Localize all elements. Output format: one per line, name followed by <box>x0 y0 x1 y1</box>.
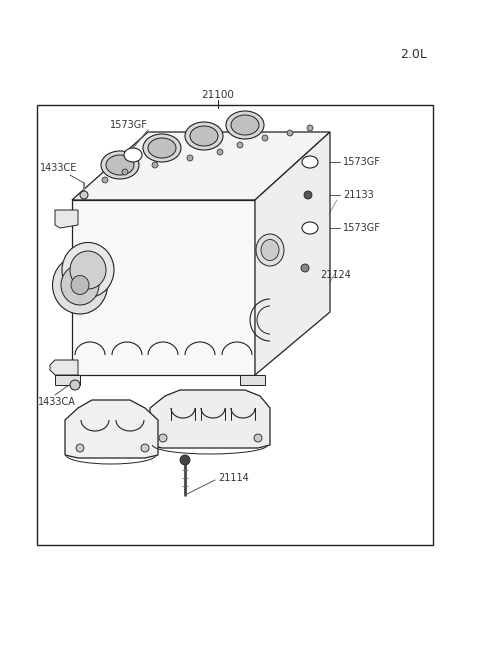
Text: 21114: 21114 <box>218 473 249 483</box>
Text: 21100: 21100 <box>202 90 234 100</box>
Polygon shape <box>72 132 330 200</box>
Ellipse shape <box>302 222 318 234</box>
Circle shape <box>159 434 167 442</box>
Circle shape <box>287 130 293 136</box>
Ellipse shape <box>261 240 279 261</box>
Circle shape <box>254 434 262 442</box>
Polygon shape <box>150 390 270 448</box>
Polygon shape <box>55 375 80 385</box>
Ellipse shape <box>302 156 318 168</box>
Text: 21124: 21124 <box>320 270 351 280</box>
Polygon shape <box>55 210 78 228</box>
Text: 2.0L: 2.0L <box>400 48 427 62</box>
Circle shape <box>237 142 243 148</box>
Circle shape <box>102 177 108 183</box>
Polygon shape <box>50 360 78 375</box>
Ellipse shape <box>61 265 99 305</box>
Ellipse shape <box>70 251 106 289</box>
Circle shape <box>217 149 223 155</box>
Circle shape <box>307 125 313 131</box>
Ellipse shape <box>62 242 114 297</box>
Circle shape <box>76 444 84 452</box>
Ellipse shape <box>106 155 134 175</box>
Text: 1573GF: 1573GF <box>343 157 381 167</box>
Text: 1573GF: 1573GF <box>110 120 148 130</box>
Circle shape <box>141 444 149 452</box>
Circle shape <box>304 191 312 199</box>
Polygon shape <box>255 132 330 375</box>
Ellipse shape <box>226 111 264 139</box>
Circle shape <box>187 155 193 161</box>
Ellipse shape <box>143 134 181 162</box>
Ellipse shape <box>71 276 89 295</box>
Ellipse shape <box>231 115 259 135</box>
Ellipse shape <box>190 126 218 146</box>
Text: 1573GF: 1573GF <box>343 223 381 233</box>
Polygon shape <box>65 400 158 458</box>
Circle shape <box>180 455 190 465</box>
Circle shape <box>80 191 88 199</box>
Text: 21133: 21133 <box>343 190 374 200</box>
Polygon shape <box>240 375 265 385</box>
Ellipse shape <box>101 151 139 179</box>
Circle shape <box>70 380 80 390</box>
Polygon shape <box>72 200 255 375</box>
Circle shape <box>152 162 158 168</box>
Ellipse shape <box>124 148 142 162</box>
Text: 1433CA: 1433CA <box>38 397 76 407</box>
Ellipse shape <box>148 138 176 158</box>
Ellipse shape <box>52 256 108 314</box>
Ellipse shape <box>185 122 223 150</box>
Ellipse shape <box>256 234 284 266</box>
Circle shape <box>122 169 128 175</box>
Bar <box>37 105 433 545</box>
Circle shape <box>301 264 309 272</box>
Circle shape <box>262 135 268 141</box>
Text: 1433CE: 1433CE <box>40 163 77 173</box>
